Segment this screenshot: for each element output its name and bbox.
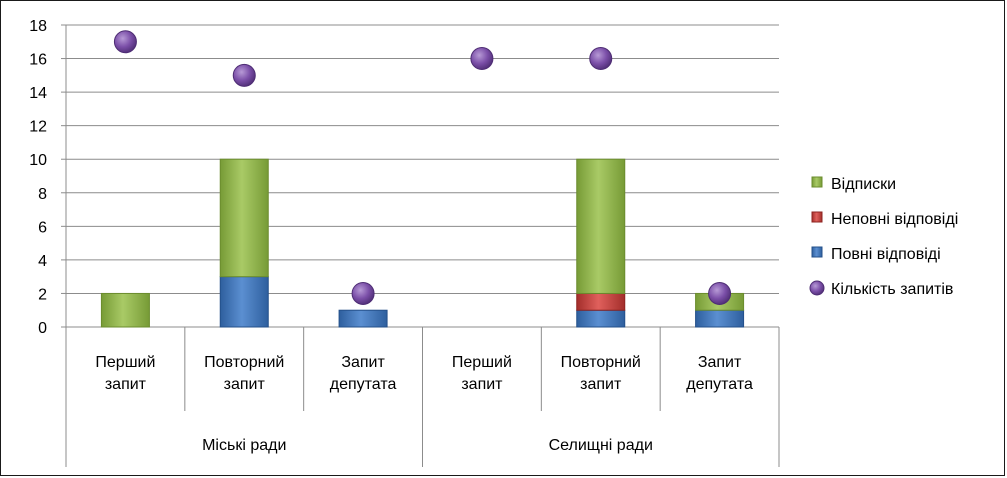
gridlines — [66, 24, 779, 294]
category-label: Повторний запит — [204, 354, 284, 393]
count-marker — [708, 281, 732, 305]
category-label-line: запит — [461, 376, 503, 393]
count-marker — [232, 63, 256, 87]
category-label-line: запит — [105, 376, 147, 393]
legend-label: Неповні відповіді — [831, 211, 958, 228]
y-tick-label: 12 — [29, 119, 47, 136]
legend-label: Відписки — [831, 176, 896, 193]
y-tick-label: 10 — [29, 152, 47, 169]
category-label-line: Перший — [452, 354, 512, 371]
y-tick-label: 8 — [38, 186, 47, 203]
category-label-line: Перший — [95, 354, 155, 371]
y-tick-label: 6 — [38, 219, 47, 236]
y-tick-label: 16 — [29, 52, 47, 69]
legend-swatch — [811, 246, 823, 258]
axes: 0 2 4 6 8 10 12 14 16 18 Перший запит Повторний запит… — [29, 18, 780, 467]
category-label: Повторний запит — [561, 354, 641, 393]
y-tick-label: 2 — [38, 286, 47, 303]
group-label: Міські ради — [202, 437, 286, 454]
bar-segment — [338, 309, 388, 328]
count-marker — [470, 47, 494, 71]
category-label-line: Запит — [341, 354, 385, 371]
category-label: Перший запит — [452, 354, 512, 393]
bars — [100, 158, 745, 328]
legend-swatch — [811, 176, 823, 188]
bar-segment — [695, 309, 745, 328]
count-marker — [113, 30, 137, 54]
y-tick-label: 18 — [29, 18, 47, 35]
category-label-line: Повторний — [561, 354, 641, 371]
count-marker — [589, 47, 613, 71]
category-label-line: депутата — [330, 376, 397, 393]
legend-label: Повні відповіді — [831, 246, 941, 263]
y-tick-label: 14 — [29, 85, 47, 102]
y-tick-label: 4 — [38, 253, 47, 270]
category-label-line: Запит — [698, 354, 742, 371]
category-label-line: Повторний — [204, 354, 284, 371]
bar-segment — [219, 276, 269, 328]
bar-segment — [100, 292, 150, 328]
bar-segment — [576, 309, 626, 328]
legend-marker-circle — [809, 280, 825, 296]
category-label-line: запит — [224, 376, 266, 393]
bar-segment — [219, 158, 269, 278]
legend-swatch — [811, 211, 823, 223]
legend: Відписки Неповні відповіді Повні відповіді… — [809, 176, 958, 298]
legend-label: Кількість запитів — [831, 281, 953, 298]
category-label: Перший запит — [95, 354, 155, 393]
group-label: Селищні ради — [549, 437, 653, 454]
category-label: Запит депутата — [686, 354, 753, 393]
count-marker — [351, 281, 375, 305]
category-label-line: депутата — [686, 376, 753, 393]
bar-segment — [576, 292, 626, 311]
y-tick-label: 0 — [38, 320, 47, 337]
markers — [113, 30, 732, 305]
category-label: Запит депутата — [330, 354, 397, 393]
category-label-line: запит — [580, 376, 622, 393]
bar-segment — [576, 158, 626, 294]
